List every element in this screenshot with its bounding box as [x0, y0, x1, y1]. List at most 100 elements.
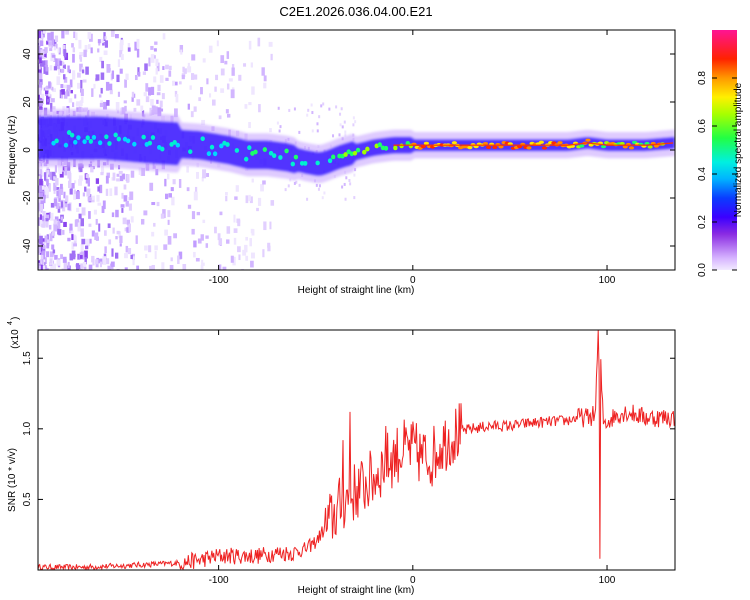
spectrogram-noise-cell	[60, 254, 63, 260]
spectrogram-noise-cell	[69, 79, 73, 88]
spectrogram-noise-cell	[257, 197, 262, 206]
spectrogram-noise-cell	[162, 66, 165, 71]
spectrogram-noise-cell	[108, 83, 113, 91]
spectrogram-noise-cell	[52, 249, 56, 254]
spectrogram-noise-cell	[237, 219, 241, 227]
spectrogram-noise-cell	[60, 183, 63, 193]
spectrogram-noise-cell	[218, 238, 223, 246]
spectrogram-panel: -100 0 100 -40 -20 0 20 40 Height of straight …	[7, 29, 676, 296]
spectrogram-core-cell	[147, 140, 153, 146]
spectrogram-noise-cell	[76, 207, 80, 213]
spectrogram-noise-cell	[287, 184, 290, 188]
spectrogram-noise-cell	[179, 44, 184, 53]
spectrogram-noise-cell	[50, 57, 55, 62]
spectrogram-core-cell	[271, 153, 277, 159]
spectrogram-noise-cell	[65, 30, 69, 35]
spectrogram-noise-cell	[93, 83, 96, 89]
spectrogram-noise-cell	[44, 265, 48, 270]
spectrogram-noise-cell	[148, 87, 152, 96]
spectrogram-noise-cell	[70, 89, 73, 94]
spectrogram-noise-cell	[115, 236, 118, 240]
spectrogram-noise-cell	[145, 83, 149, 92]
spectrogram-noise-cell	[39, 57, 42, 64]
spectrogram-noise-cell	[115, 209, 119, 218]
spectrogram-noise-cell	[131, 91, 135, 98]
spectrogram-core-cell	[622, 145, 628, 149]
spectrogram-noise-cell	[79, 57, 83, 62]
spectrogram-noise-cell	[191, 211, 196, 220]
spectrogram-noise-cell	[226, 226, 231, 234]
spectrogram-noise-cell	[103, 101, 107, 110]
spectrogram-noise-cell	[60, 216, 64, 221]
spectrogram-noise-cell	[143, 92, 147, 97]
x-tick-label: 100	[599, 275, 616, 286]
spectrogram-noise-cell	[111, 212, 115, 218]
spectrogram-noise-cell	[119, 50, 123, 58]
spectrogram-noise-cell	[54, 43, 58, 49]
spectrogram-noise-cell	[119, 243, 122, 247]
snr-scale-label: (x10	[10, 329, 21, 349]
spectrogram-noise-cell	[339, 123, 342, 127]
spectrogram-noise-cell	[80, 244, 84, 253]
spectrogram-noise-cell	[95, 178, 100, 184]
spectrogram-noise-cell	[295, 180, 298, 184]
spectrogram-noise-cell	[119, 39, 124, 46]
spectrogram-noise-cell	[293, 107, 296, 111]
spectrogram-noise-cell	[56, 259, 61, 266]
spectrogram-x-ticks: -100 0 100	[209, 30, 616, 286]
spectrogram-noise-cell	[124, 267, 128, 270]
spectrogram-noise-cell	[67, 180, 72, 189]
spectrogram-noise-cell	[193, 191, 198, 201]
spectrogram-noise-cell	[251, 229, 255, 236]
spectrogram-noise-cell	[348, 179, 351, 183]
spectrogram-noise-cell	[71, 230, 74, 236]
spectrogram-noise-cell	[193, 106, 197, 112]
spectrogram-noise-cell	[106, 100, 110, 106]
spectrogram-noise-cell	[124, 252, 128, 259]
spectrogram-noise-cell	[46, 251, 50, 258]
spectrogram-noise-cell	[233, 237, 237, 245]
snr-plot-area	[38, 330, 675, 570]
spectrogram-core-cell	[66, 130, 72, 135]
spectrogram-image	[38, 30, 675, 270]
spectrogram-core-cell	[268, 150, 274, 156]
spectrogram-noise-cell	[151, 109, 155, 115]
spectrogram-noise-cell	[251, 178, 254, 183]
spectrogram-noise-cell	[140, 105, 144, 111]
spectrogram-noise-cell	[40, 185, 45, 190]
spectrogram-noise-cell	[263, 75, 267, 82]
spectrogram-noise-cell	[38, 260, 41, 264]
spectrogram-noise-cell	[219, 211, 223, 216]
spectrogram-noise-cell	[157, 84, 161, 92]
spectrogram-noise-cell	[51, 86, 54, 91]
spectrogram-noise-cell	[178, 179, 182, 188]
spectrogram-core-cell	[69, 132, 75, 138]
spectrogram-noise-cell	[122, 217, 127, 225]
spectrogram-noise-cell	[59, 60, 62, 66]
spectrogram-noise-cell	[352, 116, 355, 120]
spectrogram-noise-cell	[316, 129, 319, 133]
spectrogram-noise-cell	[57, 47, 60, 53]
spectrogram-noise-cell	[311, 129, 314, 133]
spectrogram-core-cell	[365, 146, 370, 152]
spectrogram-noise-cell	[130, 254, 133, 260]
spectrogram-noise-cell	[92, 258, 95, 266]
spectrogram-noise-cell	[225, 195, 228, 202]
spectrogram-noise-cell	[145, 96, 150, 103]
spectrogram-noise-cell	[270, 53, 273, 61]
spectrogram-noise-cell	[135, 235, 138, 244]
spectrogram-noise-cell	[109, 89, 113, 95]
spectrogram-noise-cell	[53, 58, 58, 63]
spectrogram-noise-cell	[94, 232, 99, 240]
spectrogram-noise-cell	[52, 263, 57, 270]
spectrogram-noise-cell	[205, 243, 209, 248]
spectrogram-noise-cell	[106, 172, 111, 178]
spectrogram-noise-cell	[38, 62, 41, 70]
colorbar-ticks: 0.0 0.2 0.4 0.6 0.8	[697, 71, 737, 277]
snr-x-ticks: -100 0 100	[209, 330, 616, 586]
spectrogram-noise-cell	[133, 107, 137, 112]
spectrogram-core-cell	[526, 146, 532, 150]
spectrogram-noise-cell	[162, 33, 166, 40]
spectrogram-noise-cell	[218, 115, 222, 120]
spectrogram-noise-cell	[60, 201, 63, 208]
